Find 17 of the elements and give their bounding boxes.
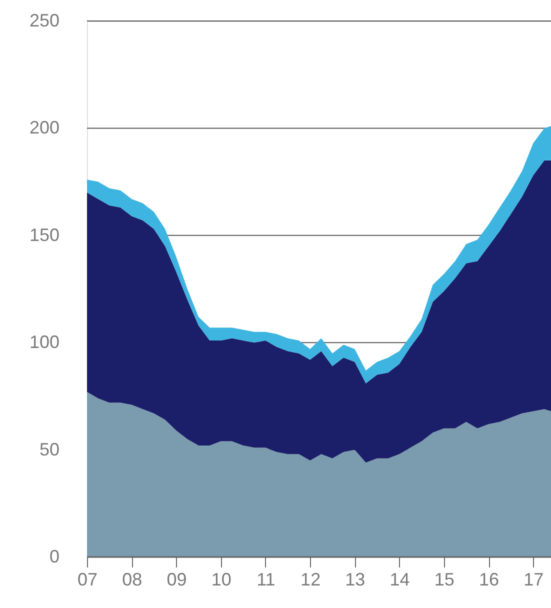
x-tick-label: 12 [300,570,321,590]
y-tick-label: 100 [29,332,60,352]
y-tick-label: 250 [29,10,60,30]
y-tick-label: 200 [29,118,60,138]
y-tick-label: 0 [49,546,60,566]
x-tick-label: 08 [122,570,142,590]
x-tick-label: 09 [166,570,187,590]
y-tick-label: 150 [29,224,60,245]
x-tick-label: 17 [524,570,544,590]
x-tick-label: 11 [256,570,276,590]
x-tick-label: 15 [434,570,454,590]
x-tick-label: 16 [479,570,500,590]
x-tick-label: 10 [211,570,232,590]
x-tick-label: 13 [345,570,366,590]
y-tick-label: 50 [39,439,60,460]
x-tick-label: 07 [77,570,98,590]
x-tick-label: 14 [390,570,410,590]
